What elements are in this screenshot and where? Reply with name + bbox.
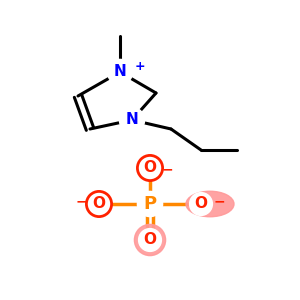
Ellipse shape [186,191,234,217]
Text: P: P [143,195,157,213]
Text: −: − [75,195,87,208]
Text: O: O [194,196,208,211]
Text: N: N [114,64,126,80]
Circle shape [190,193,212,215]
Circle shape [119,107,145,133]
Circle shape [134,224,166,256]
Text: O: O [143,232,157,247]
Text: −: − [162,163,173,176]
Circle shape [139,229,161,251]
Text: +: + [134,60,145,73]
Circle shape [107,59,133,85]
Text: O: O [143,160,157,175]
Text: N: N [126,112,138,128]
Circle shape [86,191,112,217]
Text: −: − [213,195,225,208]
Text: O: O [92,196,106,211]
Circle shape [137,155,163,181]
Circle shape [137,191,163,217]
